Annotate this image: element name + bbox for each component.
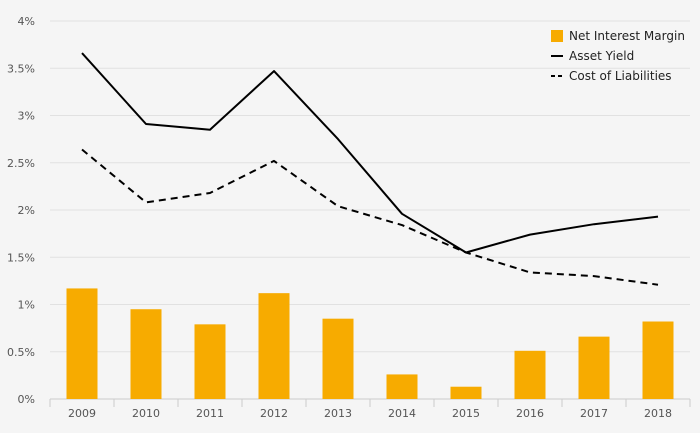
legend-label: Cost of Liabilities <box>569 69 672 83</box>
x-tick-label: 2015 <box>452 407 480 420</box>
x-tick-label: 2009 <box>68 407 96 420</box>
y-tick-label: 0% <box>18 393 35 406</box>
bar-net-interest-margin <box>578 336 610 399</box>
y-tick-label: 1% <box>18 299 35 312</box>
y-tick-label: 3% <box>18 110 35 123</box>
bar-net-interest-margin <box>514 350 546 399</box>
x-tick-label: 2012 <box>260 407 288 420</box>
x-tick-label: 2018 <box>644 407 672 420</box>
bar-net-interest-margin <box>130 309 162 399</box>
y-tick-label: 1.5% <box>7 251 35 264</box>
bar-net-interest-margin <box>194 324 226 399</box>
y-tick-label: 2.5% <box>7 157 35 170</box>
bar-net-interest-margin <box>642 321 674 399</box>
x-tick-label: 2013 <box>324 407 352 420</box>
x-tick-label: 2011 <box>196 407 224 420</box>
x-tick-label: 2016 <box>516 407 544 420</box>
y-tick-label: 3.5% <box>7 62 35 75</box>
legend-label: Net Interest Margin <box>569 29 685 43</box>
x-tick-label: 2010 <box>132 407 160 420</box>
bar-net-interest-margin <box>66 288 98 399</box>
bar-net-interest-margin <box>386 374 418 399</box>
y-tick-label: 4% <box>18 15 35 28</box>
legend-swatch-bar <box>551 30 563 42</box>
legend-label: Asset Yield <box>569 49 634 63</box>
x-tick-label: 2014 <box>388 407 416 420</box>
x-tick-label: 2017 <box>580 407 608 420</box>
bar-net-interest-margin <box>322 318 354 399</box>
y-tick-label: 0.5% <box>7 346 35 359</box>
bar-net-interest-margin <box>450 386 482 399</box>
line-asset-yield <box>81 52 659 254</box>
y-tick-label: 2% <box>18 204 35 217</box>
bar-net-interest-margin <box>258 293 290 399</box>
line-cost-of-liabilities <box>81 148 659 286</box>
